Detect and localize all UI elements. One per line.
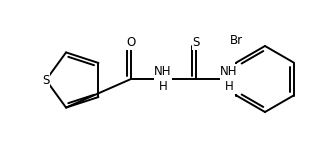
Text: O: O	[126, 36, 136, 50]
Text: NH
H: NH H	[220, 65, 238, 93]
Text: S: S	[42, 74, 50, 86]
Text: NH
H: NH H	[154, 65, 172, 93]
Text: Br: Br	[230, 34, 243, 47]
Text: S: S	[192, 36, 200, 50]
